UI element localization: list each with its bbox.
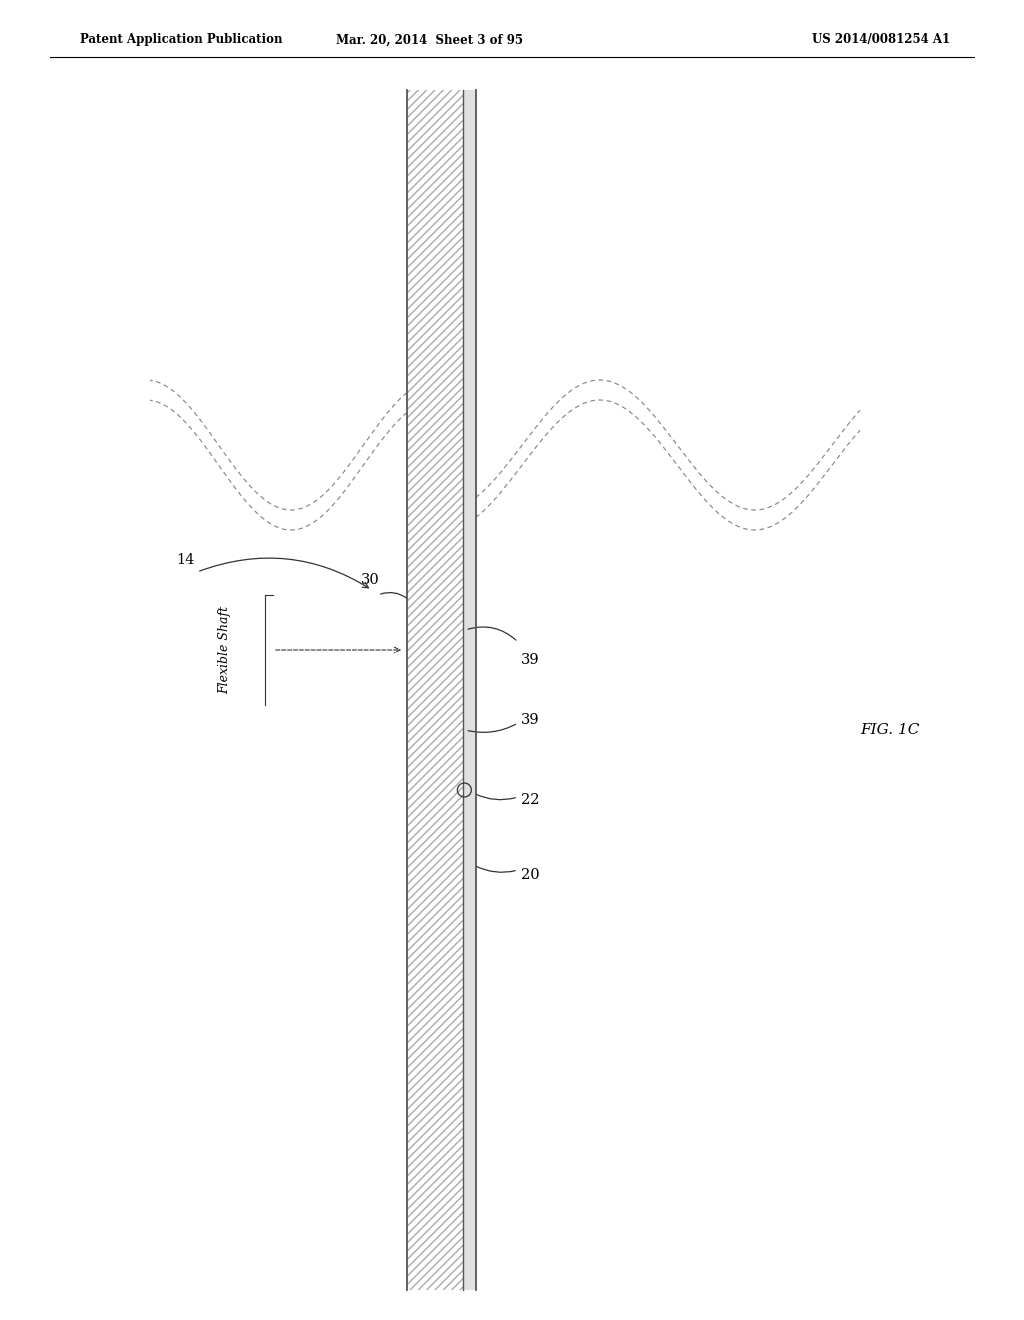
Text: FIG. 1C: FIG. 1C <box>860 723 920 737</box>
Text: Mar. 20, 2014  Sheet 3 of 95: Mar. 20, 2014 Sheet 3 of 95 <box>337 33 523 46</box>
Text: 30: 30 <box>360 573 379 587</box>
Text: 22: 22 <box>521 793 540 807</box>
Text: 39: 39 <box>520 713 540 727</box>
Text: Patent Application Publication: Patent Application Publication <box>80 33 283 46</box>
Text: 14: 14 <box>176 553 195 568</box>
Text: Flexible Shaft: Flexible Shaft <box>218 606 231 694</box>
Text: 20: 20 <box>520 869 540 882</box>
Text: 39: 39 <box>520 653 540 667</box>
Text: US 2014/0081254 A1: US 2014/0081254 A1 <box>812 33 950 46</box>
Bar <box>463 90 475 1290</box>
Bar <box>407 90 463 1290</box>
